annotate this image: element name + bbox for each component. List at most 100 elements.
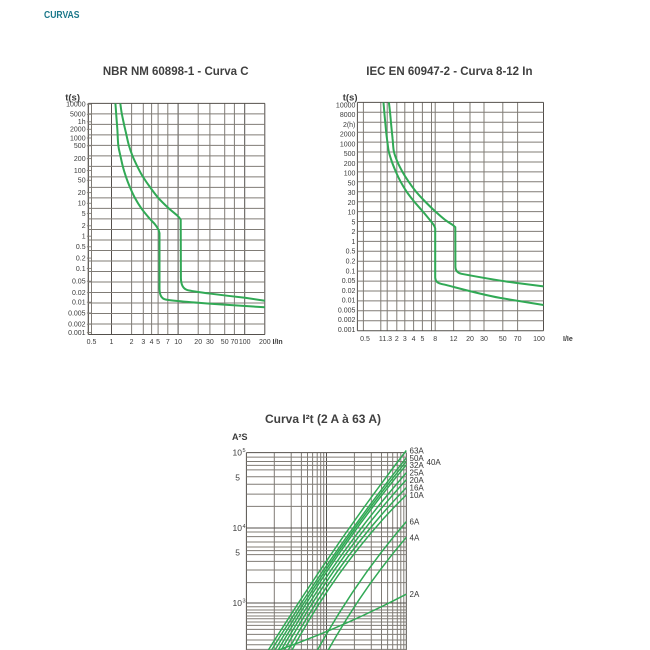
svg-text:100: 100 <box>344 171 356 178</box>
svg-text:20: 20 <box>78 190 86 197</box>
svg-text:1.3: 1.3 <box>382 336 392 343</box>
svg-text:5: 5 <box>243 448 246 454</box>
svg-text:0.02: 0.02 <box>342 288 356 295</box>
svg-text:100: 100 <box>533 336 545 343</box>
svg-text:t(s): t(s) <box>343 92 358 103</box>
svg-text:10000: 10000 <box>66 102 86 109</box>
svg-text:0.2: 0.2 <box>346 259 356 266</box>
svg-text:0.5: 0.5 <box>76 244 86 251</box>
svg-text:20: 20 <box>348 200 356 207</box>
svg-text:0.001: 0.001 <box>68 330 86 337</box>
svg-text:Curva I²t (2 A à 63 A): Curva I²t (2 A à 63 A) <box>265 412 381 426</box>
svg-text:6A: 6A <box>410 518 420 527</box>
svg-text:100: 100 <box>239 339 251 346</box>
svg-text:50: 50 <box>499 336 507 343</box>
svg-text:50A: 50A <box>410 454 425 463</box>
svg-text:200: 200 <box>344 161 356 168</box>
svg-text:2: 2 <box>395 336 399 343</box>
svg-text:0.005: 0.005 <box>338 307 356 314</box>
svg-text:0.002: 0.002 <box>68 322 86 329</box>
svg-text:0.005: 0.005 <box>68 310 86 317</box>
svg-text:200: 200 <box>259 339 271 346</box>
svg-text:20: 20 <box>466 336 474 343</box>
svg-text:50: 50 <box>78 178 86 185</box>
svg-text:I/Ie: I/Ie <box>563 336 573 343</box>
svg-text:8000: 8000 <box>340 112 356 119</box>
svg-text:NBR NM 60898-1 - Curva C: NBR NM 60898-1 - Curva C <box>103 66 249 78</box>
svg-text:3: 3 <box>403 336 407 343</box>
svg-text:30: 30 <box>206 339 214 346</box>
svg-text:I/In: I/In <box>273 339 283 346</box>
svg-text:5: 5 <box>351 220 355 227</box>
svg-text:0.01: 0.01 <box>72 300 86 307</box>
svg-text:0.001: 0.001 <box>338 327 356 334</box>
svg-text:10A: 10A <box>410 491 425 500</box>
svg-text:0.01: 0.01 <box>342 298 356 305</box>
svg-text:0.1: 0.1 <box>76 266 86 273</box>
svg-text:4: 4 <box>412 336 416 343</box>
svg-text:2: 2 <box>351 229 355 236</box>
svg-text:10: 10 <box>233 598 243 608</box>
svg-text:0.1: 0.1 <box>346 268 356 275</box>
svg-text:63A: 63A <box>410 447 425 456</box>
svg-text:1000: 1000 <box>70 135 86 142</box>
svg-text:4: 4 <box>243 524 246 530</box>
svg-text:CURVAS: CURVAS <box>44 10 80 21</box>
svg-text:70: 70 <box>514 336 522 343</box>
svg-text:10: 10 <box>233 523 243 533</box>
svg-text:1: 1 <box>379 336 383 343</box>
svg-text:0.5: 0.5 <box>87 339 97 346</box>
svg-text:0.2: 0.2 <box>76 256 86 263</box>
svg-text:t(s): t(s) <box>65 92 80 103</box>
svg-text:0.5: 0.5 <box>360 336 370 343</box>
svg-text:500: 500 <box>344 151 356 158</box>
svg-text:16A: 16A <box>410 484 425 493</box>
svg-text:2000: 2000 <box>70 127 86 134</box>
svg-text:8: 8 <box>433 336 437 343</box>
svg-text:50: 50 <box>221 339 229 346</box>
svg-text:A²S: A²S <box>232 432 248 442</box>
svg-text:10000: 10000 <box>336 102 356 109</box>
svg-text:1000: 1000 <box>340 141 356 148</box>
svg-text:70: 70 <box>231 339 239 346</box>
svg-text:0.05: 0.05 <box>342 278 356 285</box>
svg-text:5000: 5000 <box>70 112 86 119</box>
svg-text:3: 3 <box>243 599 246 605</box>
svg-text:5: 5 <box>235 548 240 558</box>
svg-text:10: 10 <box>233 447 243 457</box>
svg-text:10: 10 <box>78 201 86 208</box>
svg-text:1h: 1h <box>78 119 86 126</box>
svg-text:200: 200 <box>74 156 86 163</box>
svg-text:0.05: 0.05 <box>72 279 86 286</box>
svg-text:IEC EN 60947-2 - Curva 8-12 In: IEC EN 60947-2 - Curva 8-12 In <box>366 66 532 78</box>
svg-text:5: 5 <box>235 472 240 482</box>
svg-text:10: 10 <box>174 339 182 346</box>
svg-text:500: 500 <box>74 143 86 150</box>
svg-text:20A: 20A <box>410 476 425 485</box>
svg-text:2000: 2000 <box>340 132 356 139</box>
svg-text:5: 5 <box>82 211 86 218</box>
svg-text:10: 10 <box>348 210 356 217</box>
svg-text:12: 12 <box>450 336 458 343</box>
svg-text:4A: 4A <box>410 533 420 542</box>
svg-text:1: 1 <box>351 239 355 246</box>
svg-text:50: 50 <box>348 181 356 188</box>
svg-text:1: 1 <box>82 234 86 241</box>
svg-text:5: 5 <box>156 339 160 346</box>
svg-text:100: 100 <box>74 168 86 175</box>
svg-text:3: 3 <box>141 339 145 346</box>
svg-text:40A: 40A <box>427 458 442 467</box>
svg-text:25A: 25A <box>410 469 425 478</box>
svg-text:5: 5 <box>420 336 424 343</box>
svg-text:7: 7 <box>166 339 170 346</box>
svg-text:4: 4 <box>150 339 154 346</box>
svg-text:32A: 32A <box>410 461 425 470</box>
svg-text:2(h): 2(h) <box>343 122 355 129</box>
svg-text:20: 20 <box>194 339 202 346</box>
svg-text:2: 2 <box>82 223 86 230</box>
svg-text:2A: 2A <box>410 590 420 599</box>
svg-text:0.5: 0.5 <box>346 249 356 256</box>
svg-text:2: 2 <box>130 339 134 346</box>
svg-text:0.002: 0.002 <box>338 317 356 324</box>
svg-text:30: 30 <box>348 190 356 197</box>
